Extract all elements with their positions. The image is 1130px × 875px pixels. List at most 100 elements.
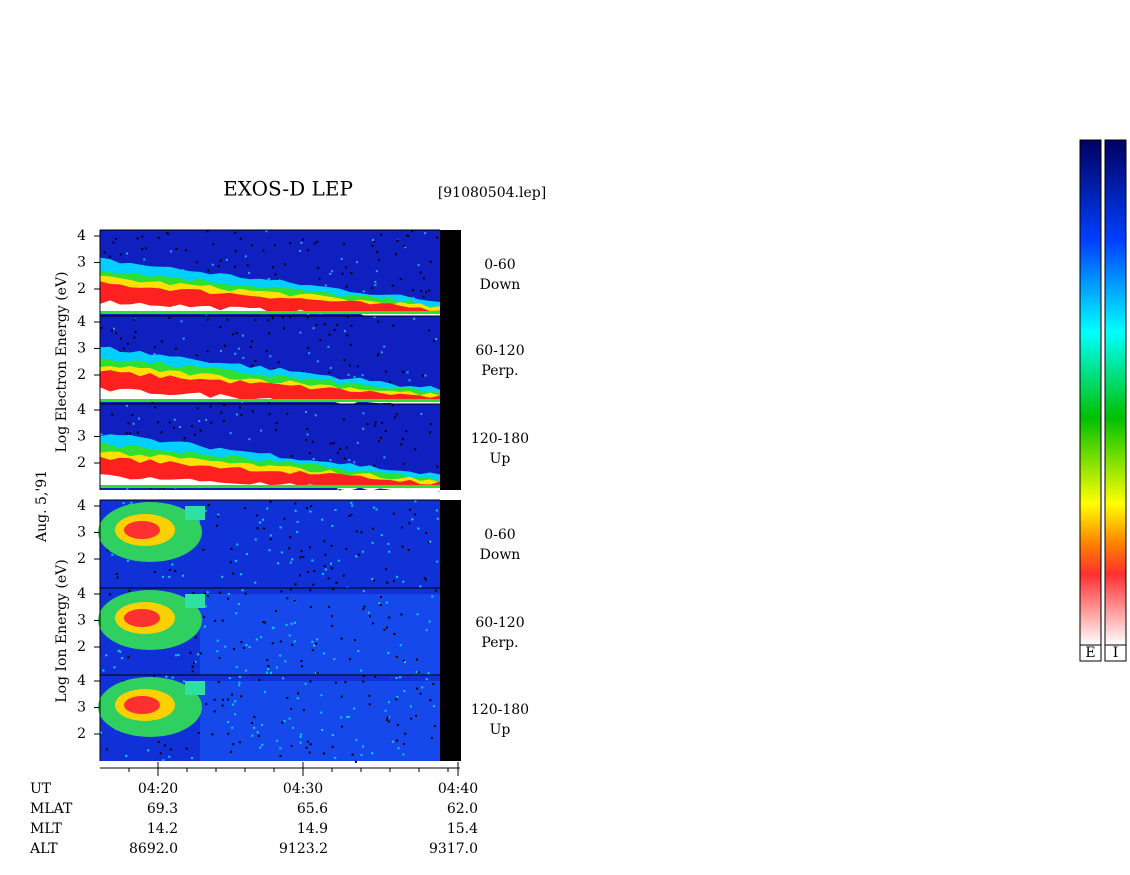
noise <box>288 717 291 720</box>
noise <box>355 739 358 742</box>
row-name: MLAT <box>30 801 73 817</box>
noise <box>276 739 279 742</box>
noise <box>293 599 296 602</box>
noise <box>368 703 371 706</box>
noise <box>214 619 217 622</box>
row-value: 04:30 <box>283 781 323 797</box>
row-name: MLT <box>30 821 62 837</box>
noise <box>302 555 305 558</box>
noise <box>207 269 210 272</box>
noise <box>370 286 373 289</box>
noise <box>314 642 317 645</box>
row-value: 04:20 <box>138 781 178 797</box>
noise <box>126 488 129 491</box>
y-tick-label: 2 <box>77 639 86 655</box>
noise <box>321 572 324 575</box>
noise <box>371 578 374 581</box>
noise <box>257 735 260 738</box>
noise <box>374 283 377 286</box>
noise <box>116 576 119 579</box>
noise <box>425 291 428 294</box>
noise <box>234 265 237 268</box>
noise <box>419 692 422 695</box>
noise <box>413 317 416 320</box>
noise <box>387 652 390 655</box>
noise <box>312 458 315 461</box>
noise <box>399 278 402 281</box>
panel-range: 60-120 <box>475 615 524 631</box>
noise <box>274 273 277 276</box>
noise <box>416 613 419 616</box>
noise <box>250 244 253 247</box>
noise <box>231 693 234 696</box>
noise <box>296 530 299 533</box>
noise <box>290 455 293 458</box>
noise <box>231 726 234 729</box>
noise <box>433 725 436 728</box>
noise <box>343 330 346 333</box>
noise <box>311 559 314 562</box>
noise <box>368 694 371 697</box>
noise <box>128 589 131 592</box>
noise <box>402 370 405 373</box>
noise <box>253 726 256 729</box>
noise <box>183 437 186 440</box>
noise <box>317 266 320 269</box>
noise <box>122 347 125 350</box>
noise <box>408 522 411 525</box>
noise <box>316 240 319 243</box>
noise <box>336 323 339 326</box>
noise <box>197 653 200 656</box>
noise <box>347 715 350 718</box>
noise <box>234 713 237 716</box>
noise <box>190 425 193 428</box>
noise <box>371 622 374 625</box>
noise <box>376 250 379 253</box>
noise <box>275 666 278 669</box>
noise <box>425 678 428 681</box>
noise <box>380 534 383 537</box>
noise <box>294 502 297 505</box>
panel-range: 120-180 <box>471 431 529 447</box>
noise <box>127 656 130 659</box>
noise <box>113 327 116 330</box>
noise <box>304 682 307 685</box>
noise <box>246 263 249 266</box>
noise <box>109 593 112 596</box>
noise <box>191 665 194 668</box>
noise <box>335 581 338 584</box>
noise <box>343 457 346 460</box>
noise <box>387 542 390 545</box>
noise <box>429 540 432 543</box>
noise <box>391 284 394 287</box>
noise <box>182 574 185 577</box>
noise <box>386 716 389 719</box>
noise <box>103 251 106 254</box>
noise <box>324 284 327 287</box>
noise <box>422 277 425 280</box>
y-tick-label: 3 <box>77 700 86 716</box>
noise <box>251 410 254 413</box>
noise <box>431 595 434 598</box>
noise <box>213 698 216 701</box>
noise <box>307 249 310 252</box>
noise <box>286 412 289 415</box>
noise <box>232 572 235 575</box>
noise <box>234 352 237 355</box>
colorbar-label: I <box>1113 645 1119 661</box>
noise <box>429 423 432 426</box>
noise <box>332 442 335 445</box>
noise <box>283 720 286 723</box>
noise <box>345 266 348 269</box>
noise <box>424 374 427 377</box>
noise <box>400 613 403 616</box>
noise <box>245 644 248 647</box>
noise <box>151 401 154 404</box>
noise <box>308 751 311 754</box>
noise <box>157 741 160 744</box>
noise <box>250 722 253 725</box>
noise <box>289 242 292 245</box>
noise <box>392 512 395 515</box>
colorbar <box>1079 139 1102 646</box>
noise <box>384 370 387 373</box>
